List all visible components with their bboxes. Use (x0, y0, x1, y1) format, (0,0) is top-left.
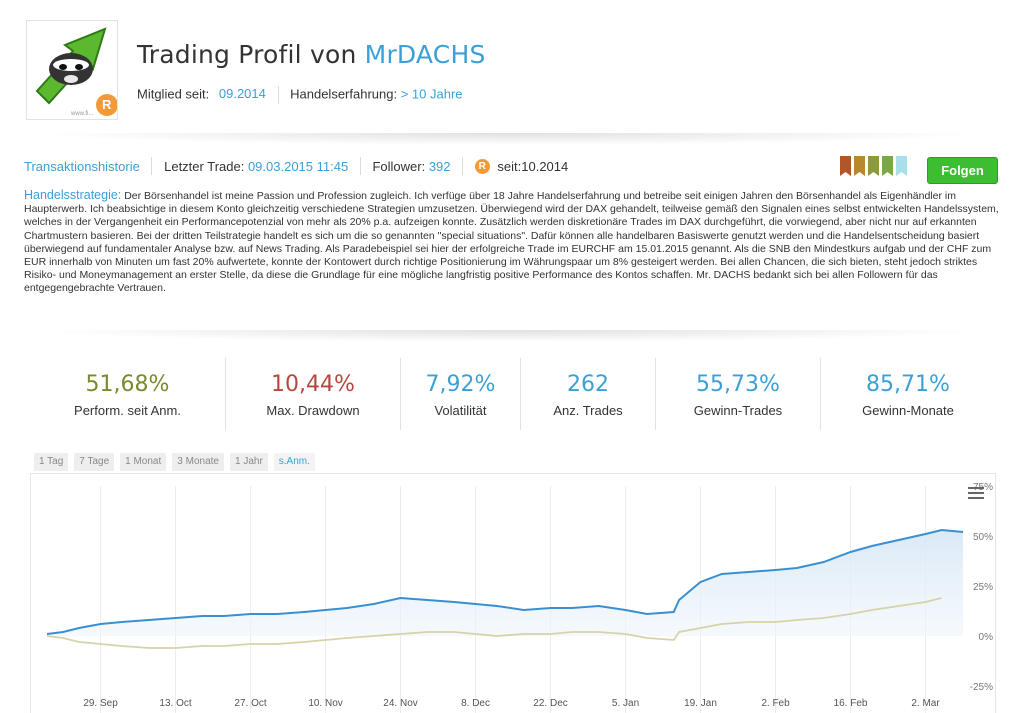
performance-chart: 29. Sep 13. Oct 27. Oct 10. Nov 24. Nov 8. De… (30, 473, 996, 713)
since-value: 10.2014 (521, 158, 569, 174)
x-tick-label: 19. Jan (684, 698, 717, 709)
stat-label: Anz. Trades (553, 403, 623, 418)
stat-item: 262 Anz. Trades (520, 358, 655, 430)
r-badge-icon: R (474, 158, 490, 174)
info-bar: Transaktionshistorie Letzter Trade: 09.0… (24, 157, 1004, 181)
divider (277, 86, 279, 104)
stat-value: 51,68% (85, 372, 170, 397)
username: MrDACHS (364, 40, 486, 69)
time-range-tabs: 1 Tag 7 Tage 1 Monat 3 Monate 1 Jahr s.Anm. (34, 453, 315, 471)
x-tick-label: 27. Oct (234, 698, 266, 709)
stat-value: 262 (567, 372, 609, 397)
avatar-caption: www.fi... (71, 111, 94, 117)
x-tick-label: 16. Feb (834, 698, 868, 709)
series-line (46, 528, 964, 635)
stat-item: 51,68% Perform. seit Anm. (30, 358, 225, 430)
x-tick-label: 29. Sep (83, 698, 118, 709)
y-tick-label: 0% (979, 632, 994, 643)
x-tick-label: 24. Nov (383, 698, 417, 709)
rank-flag (868, 156, 879, 176)
x-tick-label: 2. Mar (911, 698, 940, 709)
last-trade-value: 09.03.2015 11:45 (247, 158, 349, 174)
experience-value: > 10 Jahre (400, 86, 463, 102)
tab-range[interactable]: 1 Monat (120, 453, 167, 471)
series-area (47, 530, 963, 636)
x-tick-label: 2. Feb (761, 698, 790, 709)
stat-item: 7,92% Volatilität (400, 358, 520, 430)
divider (462, 157, 464, 175)
avatar: R www.fi... (26, 20, 118, 120)
member-since-label: Mitglied seit: (137, 86, 210, 102)
stat-label: Gewinn-Trades (693, 403, 783, 418)
rank-flags-icon (840, 156, 907, 176)
stat-label: Perform. seit Anm. (74, 403, 181, 418)
divider (359, 157, 361, 175)
tab-range[interactable]: 1 Tag (34, 453, 69, 471)
follower-count: 392 (428, 158, 451, 174)
x-tick-label: 5. Jan (612, 698, 639, 709)
x-tick-label: 22. Dec (533, 698, 567, 709)
stat-label: Volatilität (434, 403, 487, 418)
stat-item: 10,44% Max. Drawdown (225, 358, 400, 430)
member-info: Mitglied seit: 09.2014 Handelserfahrung:… (137, 86, 463, 104)
chart-svg: 29. Sep 13. Oct 27. Oct 10. Nov 24. Nov 8. De… (46, 482, 994, 713)
stat-label: Max. Drawdown (266, 403, 360, 418)
title-prefix: Trading Profil von (137, 40, 357, 69)
rank-flag (840, 156, 851, 176)
series-line (46, 597, 942, 649)
since-label: seit: (497, 158, 522, 174)
tab-range[interactable]: s.Anm. (273, 453, 315, 471)
page-title: Trading Profil von MrDACHS (137, 40, 486, 69)
transaction-history-link[interactable]: Transaktionshistorie (24, 158, 140, 174)
rank-flag (896, 156, 907, 176)
divider-shadow (30, 330, 990, 342)
x-tick-label: 8. Dec (461, 698, 490, 709)
rank-flag (882, 156, 893, 176)
strategy-label: Handelsstrategie: (24, 188, 122, 202)
stats-row: 51,68% Perform. seit Anm. 10,44% Max. Drawd… (30, 358, 1000, 430)
y-tick-label: -25% (970, 682, 993, 693)
strategy-description: Handelsstrategie: Der Börsenhandel ist m… (24, 188, 1004, 296)
tab-range[interactable]: 7 Tage (74, 453, 115, 471)
profile-header: R www.fi... Trading Profil von MrDACHS M… (24, 20, 1004, 130)
experience-label: Handelserfahrung: (290, 86, 398, 102)
avatar-badge: R (102, 97, 112, 112)
follow-button[interactable]: Folgen (927, 157, 998, 184)
member-since-value: 09.2014 (218, 86, 266, 102)
chart-menu-icon[interactable] (968, 487, 984, 501)
stat-item: 85,71% Gewinn-Monate (820, 358, 995, 430)
stat-value: 85,71% (866, 372, 950, 397)
stat-value: 10,44% (271, 372, 355, 397)
y-tick-label: 25% (973, 582, 993, 593)
follower-label: Follower: (372, 158, 426, 174)
stat-value: 7,92% (425, 372, 496, 397)
stat-label: Gewinn-Monate (862, 403, 954, 418)
tab-range[interactable]: 3 Monate (172, 453, 224, 471)
rank-flag (854, 156, 865, 176)
badger-logo-icon (35, 27, 117, 116)
stat-value: 55,73% (696, 372, 780, 397)
divider-shadow (30, 133, 990, 145)
y-tick-label: 50% (973, 532, 993, 543)
last-trade-label: Letzter Trade: (164, 158, 245, 174)
x-tick-label: 10. Nov (308, 698, 342, 709)
tab-range[interactable]: 1 Jahr (229, 453, 268, 471)
x-tick-label: 13. Oct (159, 698, 191, 709)
strategy-text: Der Börsenhandel ist meine Passion und P… (24, 190, 999, 295)
divider (151, 157, 153, 175)
stat-item: 55,73% Gewinn-Trades (655, 358, 820, 430)
